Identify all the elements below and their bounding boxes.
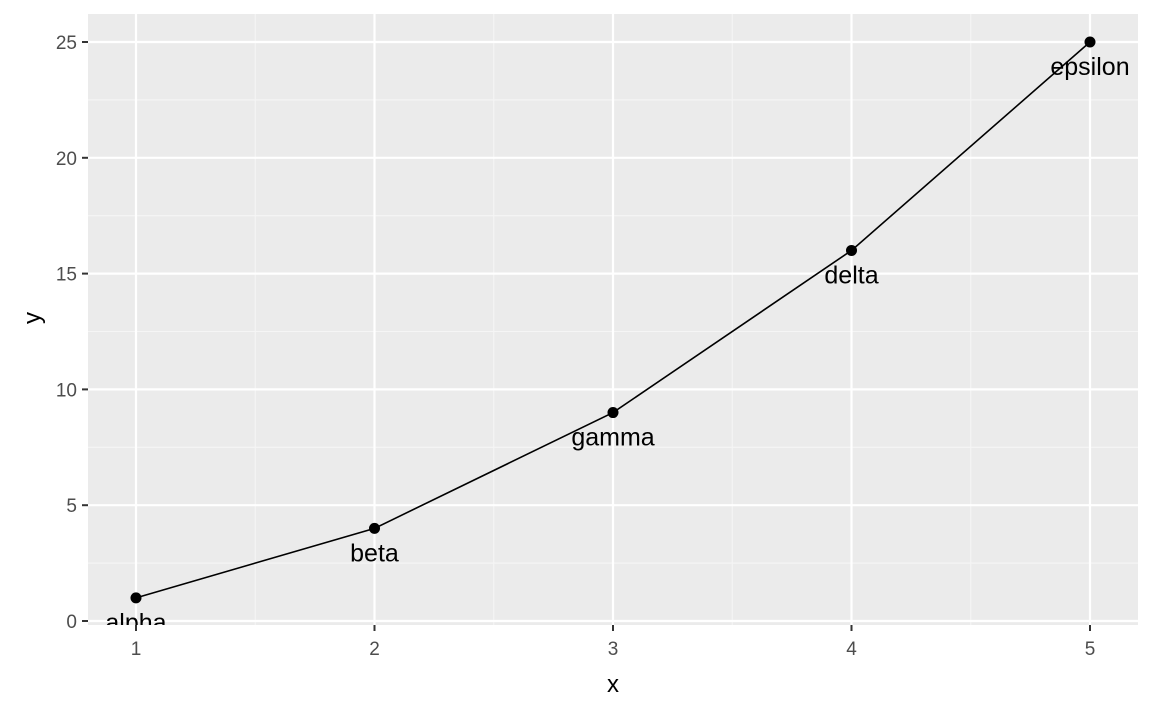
x-axis-tick-labels: 1 2 3 4 5 [131, 639, 1096, 660]
data-point [369, 522, 380, 534]
data-point [130, 592, 142, 604]
x-tick-label: 2 [369, 639, 380, 660]
y-tick-label: 25 [56, 33, 77, 54]
x-tick-label: 1 [131, 639, 142, 660]
y-tick-label: 5 [66, 496, 77, 517]
point-label-delta: delta [824, 261, 878, 289]
x-tick-label: 4 [846, 639, 857, 660]
data-points [130, 36, 1096, 604]
data-point [1084, 36, 1096, 48]
x-tick-label: 3 [608, 639, 619, 660]
point-labels: alpha beta gamma delta epsilon [105, 53, 1129, 637]
y-axis-tick-labels: 0 5 10 15 20 25 [56, 33, 77, 633]
point-label-epsilon: epsilon [1050, 53, 1129, 81]
y-tick-label: 15 [56, 265, 77, 286]
y-tick-label: 20 [56, 149, 77, 170]
x-tick-label: 5 [1085, 639, 1096, 660]
y-tick-label: 10 [56, 380, 77, 401]
point-label-gamma: gamma [571, 424, 654, 452]
data-point [846, 244, 857, 256]
data-point [607, 407, 619, 419]
point-label-alpha: alpha [105, 609, 166, 637]
axis-ticks [82, 41, 1091, 631]
point-label-beta: beta [350, 539, 399, 567]
x-axis-title: x [607, 671, 619, 698]
y-tick-label: 0 [66, 612, 77, 633]
y-axis-title: y [19, 312, 46, 324]
